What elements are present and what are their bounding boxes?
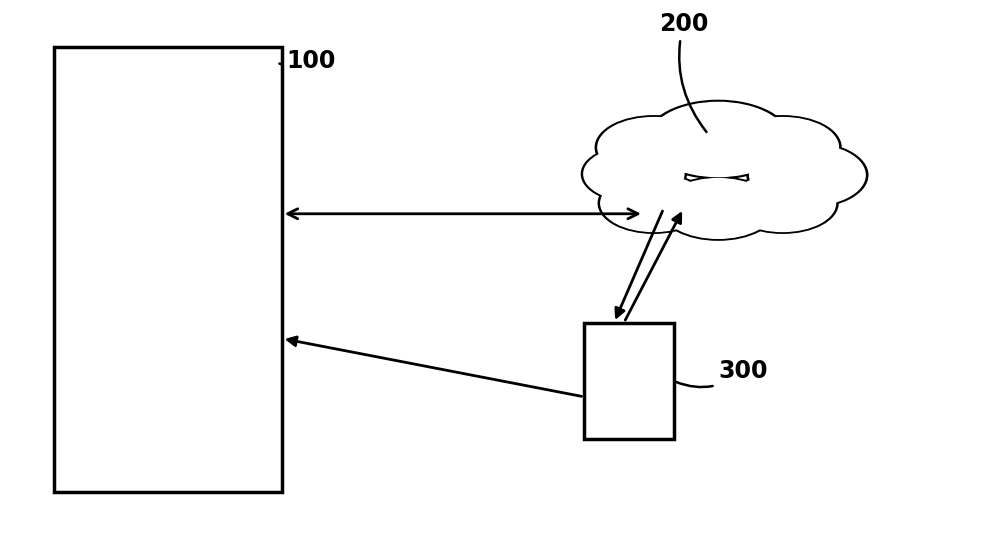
Text: 200: 200 [659, 12, 708, 132]
Circle shape [599, 174, 708, 232]
Bar [54, 46, 282, 493]
Circle shape [728, 174, 837, 232]
Circle shape [725, 116, 840, 178]
Circle shape [727, 118, 838, 177]
Text: 300: 300 [676, 360, 768, 387]
Circle shape [662, 178, 774, 238]
Circle shape [649, 102, 787, 177]
Circle shape [748, 143, 867, 207]
Circle shape [584, 147, 684, 201]
Text: 100: 100 [279, 49, 336, 73]
Circle shape [601, 175, 707, 231]
Circle shape [730, 175, 836, 231]
Circle shape [582, 147, 685, 202]
Bar [584, 322, 674, 439]
Circle shape [598, 118, 709, 177]
Circle shape [647, 101, 790, 178]
Circle shape [750, 144, 865, 206]
Circle shape [596, 116, 711, 178]
Circle shape [661, 178, 776, 239]
